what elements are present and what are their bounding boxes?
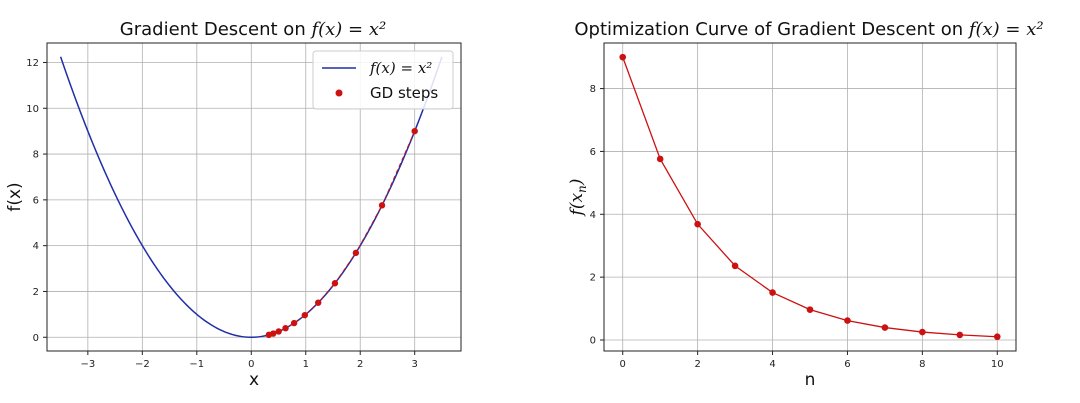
- function-curve: [59, 56, 443, 339]
- legend-label-steps: GD steps: [370, 84, 438, 102]
- gd-xtick-label: 1: [303, 359, 309, 370]
- opt-ytick-label: 4: [590, 210, 596, 221]
- gd-xtick-label: 3: [412, 359, 418, 370]
- optimization-point: [731, 262, 739, 270]
- gd-step-point: [352, 249, 360, 257]
- gd-xtick-label: −2: [135, 359, 150, 370]
- gd-subplot: Gradient Descent on f(x) = x² −3 −2 −1 0 1 2 3…: [5, 19, 462, 390]
- gd-ytick-label: 0: [33, 333, 39, 344]
- opt-xtick-label: 2: [694, 359, 700, 370]
- gd-xtick-label: −1: [189, 359, 204, 370]
- opt-ticks: 0 2 4 6 8 10 0 2 4 6 8: [590, 84, 1004, 370]
- optimization-point: [881, 324, 889, 331]
- optimization-point: [956, 331, 964, 339]
- opt-xtick-label: 0: [620, 359, 626, 370]
- gd-axes-frame: [46, 42, 462, 352]
- opt-ytick-label: 0: [590, 336, 596, 347]
- legend-frame: [312, 50, 454, 110]
- gd-step-point: [290, 319, 298, 327]
- opt-line-layer: [619, 53, 1001, 341]
- gd-ytick-label: 2: [33, 287, 39, 298]
- gd-step-point: [275, 328, 282, 335]
- gd-ytick-label: 4: [33, 241, 39, 252]
- opt-ylabel-sub: n: [575, 185, 589, 193]
- gd-legend: f(x) = x² GD steps: [312, 50, 454, 110]
- opt-ytick-label: 6: [590, 147, 596, 158]
- opt-xtick-label: 10: [991, 359, 1004, 370]
- opt-title-prefix: Optimization Curve of Gradient Descent o…: [574, 19, 968, 40]
- gd-ytick-label: 6: [33, 195, 39, 206]
- opt-title: Optimization Curve of Gradient Descent o…: [574, 19, 1043, 40]
- gd-curve-layer: [59, 56, 443, 339]
- gd-step-point: [301, 311, 309, 319]
- optimization-point: [806, 306, 814, 313]
- opt-ytick-label: 2: [590, 273, 596, 284]
- optimization-point: [769, 289, 776, 296]
- opt-xlabel: n: [805, 370, 816, 390]
- optimization-line: [622, 56, 998, 338]
- gd-steps-layer: [265, 127, 418, 339]
- opt-ylabel: f(xn): [567, 179, 589, 218]
- legend-label-function: f(x) = x²: [369, 59, 432, 77]
- gd-title-math: f(x) = x²: [309, 19, 386, 40]
- gd-ytick-label: 10: [26, 104, 39, 115]
- opt-xtick-label: 4: [769, 359, 775, 370]
- gd-step-point: [315, 299, 322, 306]
- gd-xlabel: x: [249, 370, 259, 390]
- gd-step-point: [282, 324, 289, 332]
- optimization-point: [919, 328, 926, 336]
- gd-step-point: [378, 202, 386, 209]
- opt-xtick-label: 6: [844, 359, 850, 370]
- optimization-point: [993, 333, 1001, 341]
- gd-step-point: [331, 280, 339, 287]
- gd-title-prefix: Gradient Descent on: [120, 19, 312, 40]
- optimization-point: [619, 53, 627, 61]
- optimization-point: [694, 220, 701, 228]
- opt-xtick-label: 8: [919, 359, 925, 370]
- optimization-point: [844, 317, 851, 324]
- opt-title-math: f(x) = x²: [967, 19, 1044, 40]
- gd-ytick-label: 8: [33, 150, 39, 161]
- opt-axes-frame: [603, 42, 1017, 352]
- gd-ylabel: f(x): [5, 182, 25, 211]
- opt-ylabel-close: ): [567, 179, 587, 187]
- optimization-subplot: Optimization Curve of Gradient Descent o…: [567, 19, 1044, 390]
- gd-ytick-label: 12: [26, 58, 39, 69]
- gd-title: Gradient Descent on f(x) = x²: [120, 19, 386, 40]
- gd-step-point: [411, 127, 418, 135]
- gd-xtick-label: 0: [248, 359, 254, 370]
- gd-xtick-label: −3: [80, 359, 95, 370]
- gd-step-point: [265, 331, 273, 339]
- legend-marker-swatch: [335, 89, 343, 97]
- gd-steps-path: [268, 130, 416, 336]
- opt-grid: [604, 43, 1016, 351]
- optimization-point: [656, 155, 664, 163]
- opt-ytick-label: 8: [590, 84, 596, 95]
- gd-xtick-label: 2: [357, 359, 363, 370]
- opt-ylabel-main: f(x: [567, 193, 587, 218]
